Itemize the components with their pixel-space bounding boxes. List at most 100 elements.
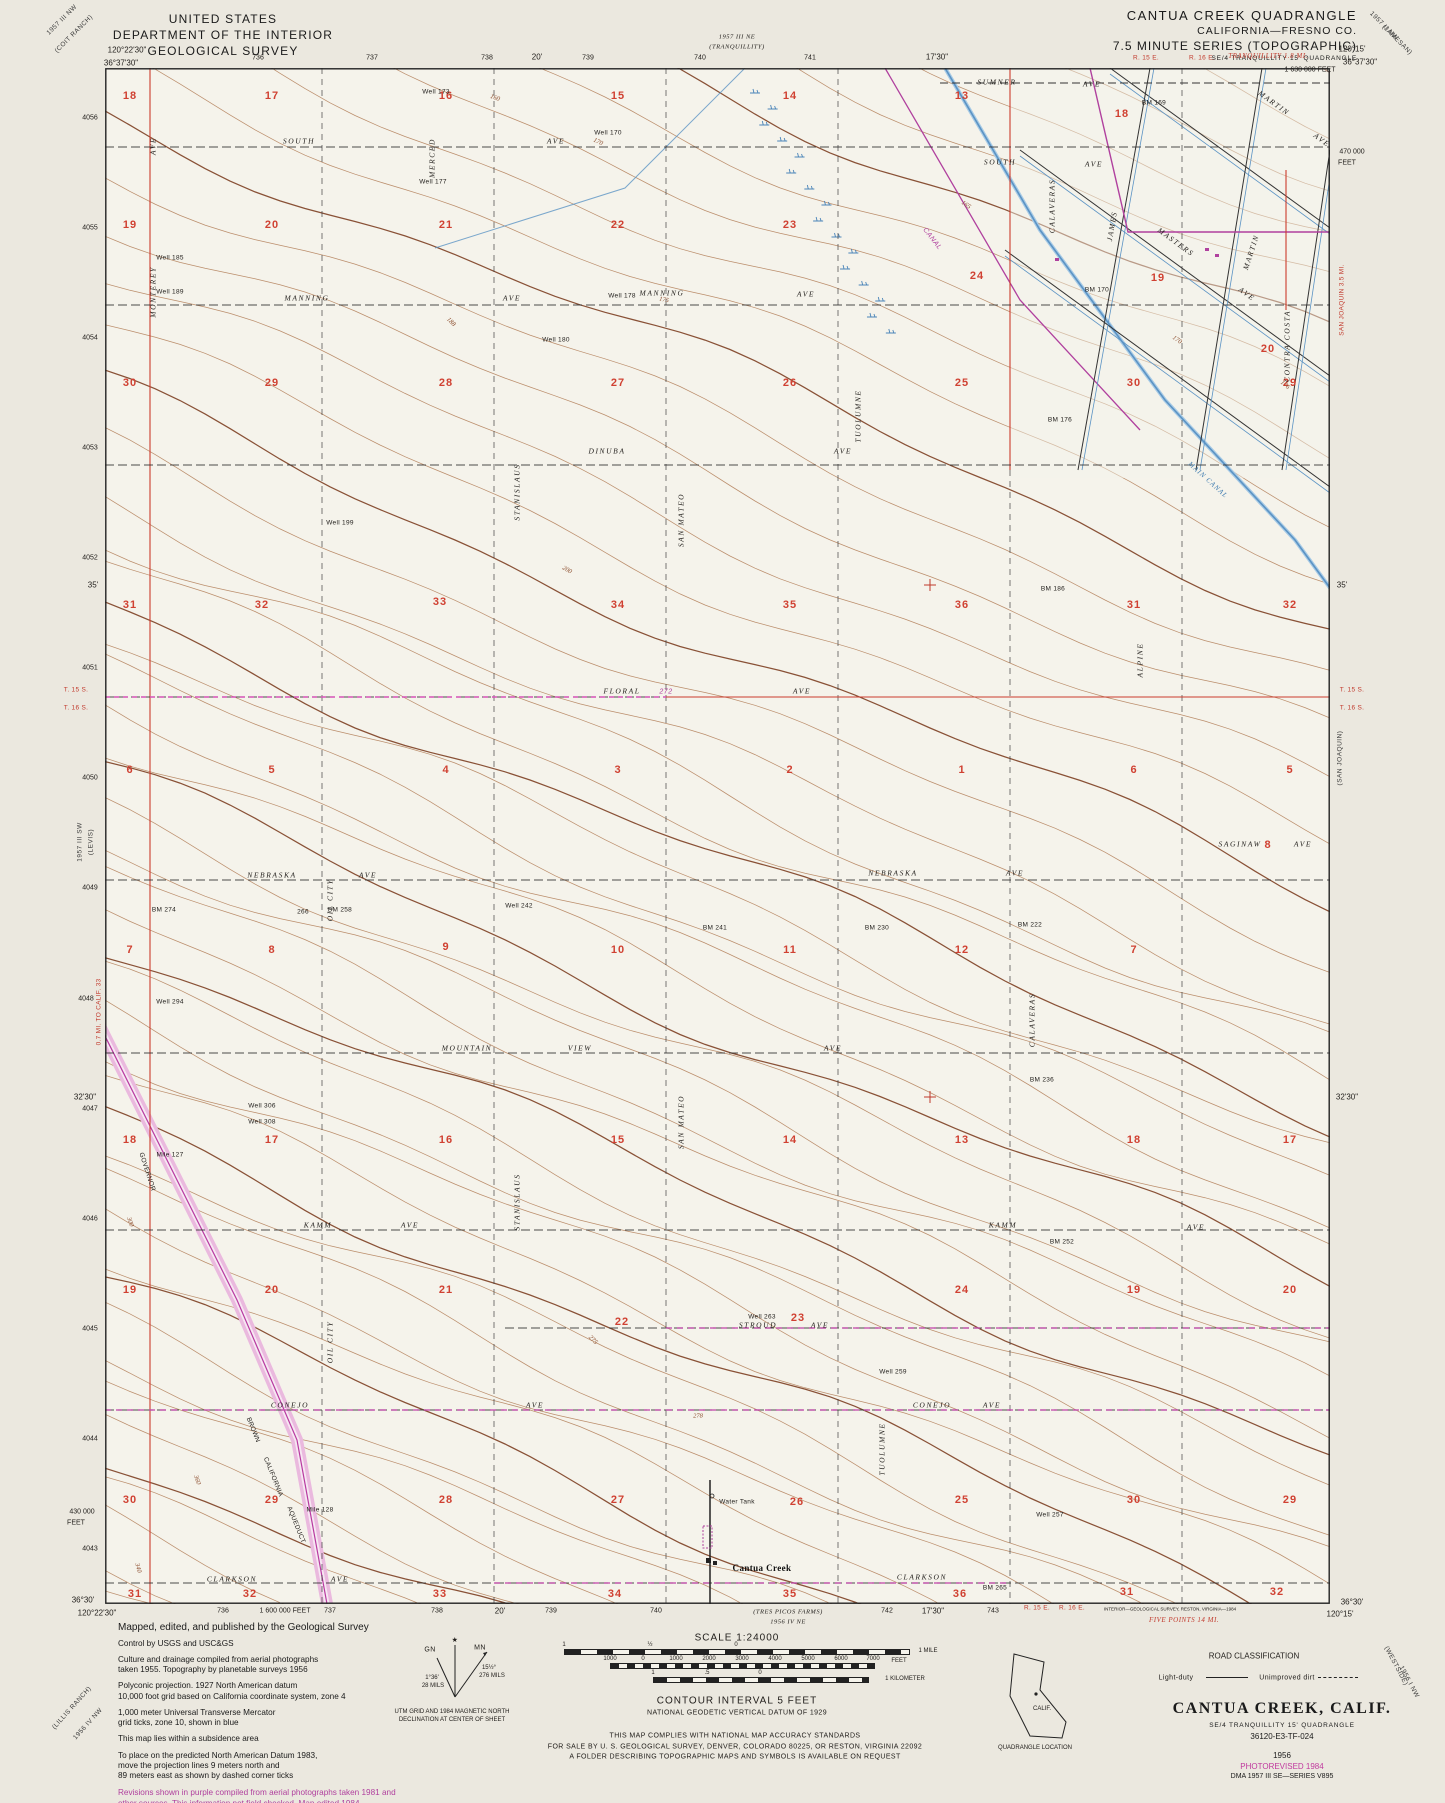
margin-label: 738: [481, 54, 493, 62]
margin-label: 35': [1336, 580, 1348, 590]
margin-label: 738: [431, 1607, 443, 1615]
sheet-name: CANTUA CREEK, CALIF.: [1172, 1700, 1392, 1717]
margin-label: 4050: [82, 774, 98, 782]
adjoining-quad-label: 1957 III NE: [718, 33, 756, 41]
credit-line: This map lies within a subsidence area: [118, 1734, 259, 1744]
credit-line: 89 meters east as shown by dashed corner…: [118, 1771, 294, 1780]
margin-label: 743: [987, 1607, 999, 1615]
margin-label: 17'30": [921, 1606, 945, 1616]
map-canvas: [105, 68, 1330, 1604]
adjoining-quad-label: (LEVIS): [87, 828, 95, 856]
margin-label: 741: [804, 54, 816, 62]
margin-label: FEET: [67, 1519, 85, 1527]
credit-line: grid ticks, zone 10, shown in blue: [118, 1718, 239, 1727]
margin-label: 4047: [82, 1105, 98, 1113]
credit-line: Culture and drainage compiled from aeria…: [118, 1654, 319, 1664]
margin-red-label: T. 15 S.: [1339, 686, 1365, 694]
road-class-lightduty-sample: [1206, 1677, 1248, 1678]
margin-label: 120°22'30": [77, 1608, 117, 1618]
margin-label: 20': [494, 1606, 506, 1616]
sheet-subtitle: SE/4 TRANQUILLITY 15' QUADRANGLE: [1209, 1722, 1355, 1729]
quad-title: CANTUA CREEK QUADRANGLE: [1126, 8, 1357, 23]
agency-line: DEPARTMENT OF THE INTERIOR: [112, 28, 334, 42]
adjoining-quad-label: 1957 III NW: [45, 3, 79, 37]
margin-label: 4055: [82, 224, 98, 232]
margin-label: 740: [694, 54, 706, 62]
margin-label: 739: [545, 1607, 557, 1615]
adjoining-quad-label: 1957 III SW: [76, 822, 84, 862]
credit-line: Control by USGS and USC&GS: [118, 1638, 234, 1648]
margin-label: 36°30': [1340, 1597, 1364, 1607]
margin-label: 4043: [82, 1545, 98, 1553]
agency-header: UNITED STATES DEPARTMENT OF THE INTERIOR…: [98, 12, 348, 60]
adjoining-quad-label: (COIT RANCH): [53, 13, 95, 55]
scale-bar-feet: [610, 1663, 875, 1669]
sheet-photorevised: PHOTOREVISED 1984: [1240, 1762, 1324, 1771]
margin-label: 20': [531, 52, 543, 62]
margin-label: 739: [582, 54, 594, 62]
margin-red-label: T. 15 S.: [63, 686, 89, 694]
agency-line: UNITED STATES: [168, 12, 278, 26]
adjoining-quad-label: (JAMESAN): [1380, 23, 1414, 57]
scale-bar-miles: [564, 1649, 910, 1655]
margin-label: 470 000: [1339, 148, 1365, 156]
quad-series: 7.5 MINUTE SERIES (TOPOGRAPHIC): [1112, 39, 1357, 53]
margin-label: 17'30": [925, 52, 949, 62]
margin-red-label: R. 15 E.: [1024, 1604, 1050, 1612]
agency-line: GEOLOGICAL SURVEY: [147, 44, 299, 58]
margin-label: 736: [217, 1607, 229, 1615]
credit-line: Mapped, edited, and published by the Geo…: [118, 1622, 369, 1633]
margin-label: 430 000: [69, 1508, 95, 1516]
margin-label: 4044: [82, 1435, 98, 1443]
sheet-year: 1956: [1273, 1751, 1291, 1760]
margin-label: INTERIOR—GEOLOGICAL SURVEY, RESTON, VIRG…: [1103, 1606, 1237, 1612]
margin-label: 32'30": [1335, 1092, 1359, 1102]
margin-label: 32'30": [73, 1092, 97, 1102]
margin-label: 737: [366, 54, 378, 62]
margin-label: 35': [87, 580, 99, 590]
margin-label: 4049: [82, 884, 98, 892]
sheet-dma-series: DMA 1957 III SE—SERIES V895: [1230, 1773, 1334, 1780]
credit-line: taken 1955. Topography by planetable sur…: [118, 1665, 308, 1674]
sheet-title-block: CANTUA CREEK, CALIF. SE/4 TRANQUILLITY 1…: [1142, 1700, 1422, 1780]
margin-label: 740: [650, 1607, 662, 1615]
adjoining-quad-label: (TRES PICOS FARMS): [753, 1608, 823, 1616]
sheet-code: 36120-E3-TF-024: [1250, 1732, 1314, 1741]
revision-note: Revisions shown in purple compiled from …: [118, 1788, 396, 1798]
margin-label: 4046: [82, 1215, 98, 1223]
margin-label: 4053: [82, 444, 98, 452]
road-class-unimproved-sample: [1318, 1677, 1358, 1678]
adjoining-quad-label: 1957 II NW: [1368, 10, 1400, 42]
margin-label: 4054: [82, 334, 98, 342]
scale-bar-kilometers: [653, 1677, 869, 1683]
quad-title-header: CANTUA CREEK QUADRANGLE CALIFORNIA—FRESN…: [997, 8, 1357, 62]
credit-line: Polyconic projection. 1927 North America…: [118, 1681, 298, 1691]
adjoining-quad-label: (SAN JOAQUIN): [1336, 730, 1344, 786]
margin-label: 4048: [78, 995, 94, 1003]
margin-label: 36°30': [71, 1595, 95, 1605]
margin-label: 4051: [82, 664, 98, 672]
margin-red-label: FIVE POINTS 14 MI.: [1148, 1616, 1220, 1624]
margin-label: 1 600 000 FEET: [259, 1607, 311, 1615]
margin-label: 737: [324, 1607, 336, 1615]
margin-red-label: T. 16 S.: [1339, 704, 1365, 712]
credit-line: move the projection lines 9 meters north…: [118, 1760, 280, 1770]
margin-label: 4056: [82, 114, 98, 122]
credit-line: 10,000 foot grid based on California coo…: [118, 1691, 346, 1701]
credit-line: To place on the predicted North American…: [118, 1750, 318, 1760]
margin-label: FEET: [1338, 159, 1356, 167]
map-credits: Mapped, edited, and published by the Geo…: [118, 1622, 448, 1803]
margin-red-label: SAN JOAQUIN 3.5 MI.: [1338, 264, 1346, 336]
margin-label: 4052: [82, 554, 98, 562]
footer-decorations: [436, 1645, 1067, 1739]
quad-subtitle: SE/4 TRANQUILLITY 15' QUADRANGLE: [1211, 55, 1357, 62]
adjoining-quad-label: (TRANQUILLITY): [709, 43, 765, 51]
margin-red-label: T. 16 S.: [63, 704, 89, 712]
credit-line: 1,000 meter Universal Transverse Mercato…: [118, 1707, 276, 1717]
revision-note: other sources. This information not fiel…: [118, 1798, 360, 1803]
margin-red-label: 0.7 MI. TO CALIF. 33: [95, 978, 103, 1046]
margin-red-label: R. 16 E.: [1059, 1604, 1085, 1612]
margin-label: 4045: [82, 1325, 98, 1333]
margin-label: 120°15': [1326, 1609, 1354, 1619]
